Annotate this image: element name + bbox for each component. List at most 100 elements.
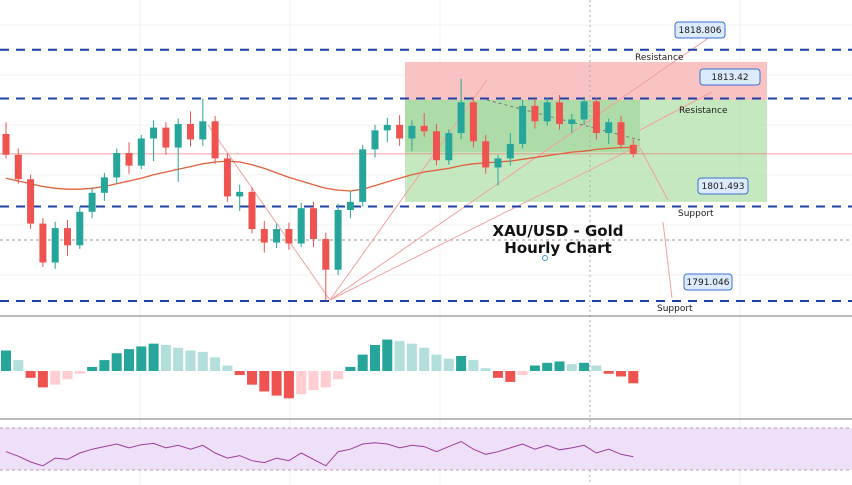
candle-body <box>248 191 256 230</box>
candle-body <box>39 223 47 263</box>
candle-body <box>531 105 539 122</box>
candle-body <box>506 143 514 159</box>
candle-body <box>162 127 170 148</box>
macd-bar <box>493 371 503 378</box>
candle-body <box>285 229 293 244</box>
candle-body <box>150 127 158 139</box>
macd-bar <box>456 355 467 371</box>
macd-bar <box>443 358 454 371</box>
level-label: Resistance <box>679 106 728 116</box>
macd-bar <box>616 371 626 377</box>
macd-bar <box>111 353 122 371</box>
macd-bar <box>247 371 257 385</box>
candle-body <box>2 133 10 155</box>
macd-bar <box>25 371 36 378</box>
macd-bar <box>99 360 110 371</box>
candle-body <box>51 228 59 263</box>
candle-body <box>396 124 404 139</box>
candle-body <box>445 133 453 161</box>
macd-bar <box>394 340 405 371</box>
candle-body <box>629 144 637 154</box>
candle-body <box>543 102 551 122</box>
candle-body <box>211 121 219 159</box>
price-tag-box <box>699 68 761 86</box>
macd-bar <box>320 371 331 388</box>
macd-bar <box>173 347 184 371</box>
candle-body <box>420 125 428 132</box>
candle-body <box>568 119 576 125</box>
candle-body <box>494 158 502 168</box>
candle-body <box>482 141 490 168</box>
macd-bar <box>566 364 577 371</box>
candle-body <box>310 208 317 239</box>
price-tag-box <box>697 177 749 195</box>
candle-body <box>469 102 477 142</box>
candle-body <box>14 154 22 180</box>
candle-body <box>113 152 121 178</box>
candle-body <box>137 138 145 166</box>
macd-bar <box>234 371 245 376</box>
candle-body <box>223 158 231 197</box>
macd-bar <box>579 362 590 371</box>
candle-body <box>297 208 305 244</box>
candle-body <box>457 102 465 134</box>
candle-body <box>236 191 244 197</box>
candle-body <box>273 229 281 243</box>
candle-body <box>519 105 527 144</box>
level-label: Resistance <box>635 53 684 63</box>
candle-body <box>617 122 625 145</box>
candle-body <box>88 192 96 212</box>
macd-bar <box>197 351 208 371</box>
macd-bar <box>505 371 516 382</box>
price-tag: 1818.806 <box>679 26 722 36</box>
macd-bar <box>628 371 639 384</box>
candle-body <box>27 179 35 224</box>
macd-bar <box>308 371 319 391</box>
macd-bar <box>62 371 73 380</box>
price-tag-box <box>683 273 733 291</box>
macd-bar <box>160 345 171 371</box>
macd-bar <box>554 361 565 371</box>
macd-bar <box>1 350 11 371</box>
macd-bar <box>124 349 134 371</box>
macd-bar <box>517 371 528 376</box>
macd-bar <box>419 347 430 371</box>
candle-body <box>174 124 182 148</box>
macd-bar <box>345 366 356 371</box>
chart-title: Hourly Chart <box>504 239 611 257</box>
candle-body <box>556 102 563 125</box>
candle-body <box>433 131 440 161</box>
macd-bar <box>259 371 270 392</box>
candle-body <box>359 149 367 202</box>
macd-bar <box>431 354 442 371</box>
macd-bar <box>271 371 282 396</box>
candle-body <box>334 210 342 270</box>
macd-bar <box>468 360 479 371</box>
macd-bar <box>185 350 196 371</box>
macd-bar <box>136 346 147 371</box>
candle-body <box>592 101 600 134</box>
macd-bar <box>370 345 380 371</box>
level-label: Support <box>657 304 693 314</box>
macd-bar <box>357 354 368 371</box>
rsi-line <box>5 440 634 467</box>
candle-body <box>383 124 391 131</box>
marker <box>542 255 548 261</box>
macd-bar <box>148 343 159 371</box>
price-pane: 1818.806 Resistance 1813.42 Resistance 1801.… <box>0 21 852 314</box>
macd-bar <box>333 371 344 380</box>
candle-body <box>322 238 330 270</box>
macd-bar <box>591 365 602 371</box>
macd-bar <box>283 371 294 399</box>
macd-bar <box>13 360 24 371</box>
macd-bar <box>37 371 48 388</box>
macd-bar <box>210 357 221 371</box>
candle-body <box>125 152 133 166</box>
candle-body <box>64 228 71 246</box>
candle-body <box>346 201 354 210</box>
candle-body <box>76 211 84 246</box>
price-tag: 1801.493 <box>702 182 745 192</box>
candle-body <box>371 130 379 150</box>
price-tag: 1791.046 <box>687 278 730 288</box>
